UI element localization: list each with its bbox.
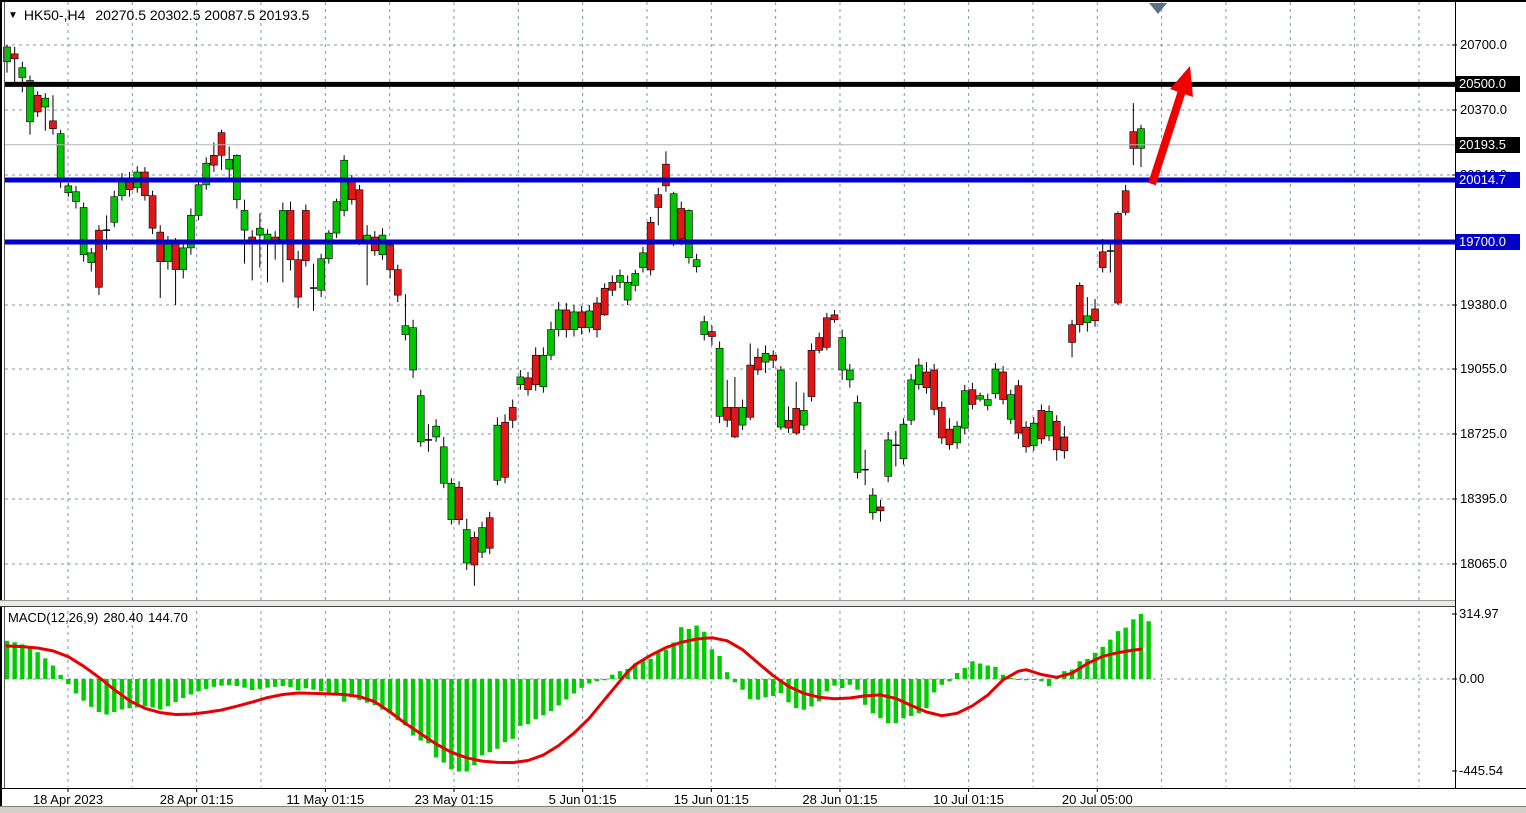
time-tick-label: 11 May 01:15: [286, 792, 365, 807]
time-tick-label: 23 May 01:15: [414, 792, 494, 807]
time-tick-label: 5 Jun 01:15: [548, 792, 617, 807]
grid-lines: [5, 2, 1455, 787]
price-tick-label: 18725.0: [1460, 426, 1507, 441]
time-tick-label: 10 Jul 01:15: [933, 792, 1005, 807]
price-badge-19700.0: 19700.0: [1456, 233, 1520, 250]
symbol-dropdown-icon[interactable]: ▼: [8, 10, 18, 21]
macd-indicator-label: MACD(12,26,9) 280.40 144.70: [8, 610, 193, 625]
price-badge-20193.5: 20193.5: [1456, 136, 1520, 153]
time-tick-label: 20 Jul 05:00: [1061, 792, 1133, 807]
price-tick-label: 19055.0: [1460, 361, 1507, 376]
macd-tick-label: -445.54: [1459, 762, 1504, 778]
candlestick-series: [3, 45, 1145, 586]
time-tick-label: 28 Jun 01:15: [802, 792, 878, 807]
macd-signal-value: 144.70: [148, 610, 188, 625]
price-tick-label: 18395.0: [1460, 491, 1507, 506]
red-arrow-annotation[interactable]: [1148, 66, 1193, 186]
symbol-period-label: HK50-,H4: [23, 7, 86, 23]
macd-main-value: 280.40: [103, 610, 144, 625]
time-tick-label: 15 Jun 01:15: [673, 792, 749, 807]
price-badge-20014.7: 20014.7: [1456, 171, 1520, 188]
macd-signal-line: [5, 636, 1143, 765]
price-tick-label: 18065.0: [1460, 556, 1507, 571]
ohlc-values: 20270.5 20302.5 20087.5 20193.5: [95, 7, 310, 23]
time-tick-label: 18 Apr 2023: [32, 792, 104, 807]
macd-tick-label: 314.97: [1459, 605, 1499, 621]
top-marker-icon[interactable]: [1149, 3, 1167, 14]
time-tick-label: 28 Apr 01:15: [159, 792, 234, 807]
macd-histogram: [4, 613, 1151, 772]
macd-label-text: MACD(12,26,9): [8, 610, 99, 625]
price-tick-label: 20700.0: [1460, 37, 1507, 52]
price-badge-20500.0: 20500.0: [1456, 76, 1520, 93]
macd-tick-label: 0.00: [1459, 671, 1485, 686]
chart-header: ▼ HK50-,H4 20270.5 20302.5 20087.5 20193.5: [8, 7, 309, 23]
price-tick-label: 20370.0: [1460, 101, 1507, 117]
price-tick-label: 19380.0: [1460, 296, 1507, 312]
